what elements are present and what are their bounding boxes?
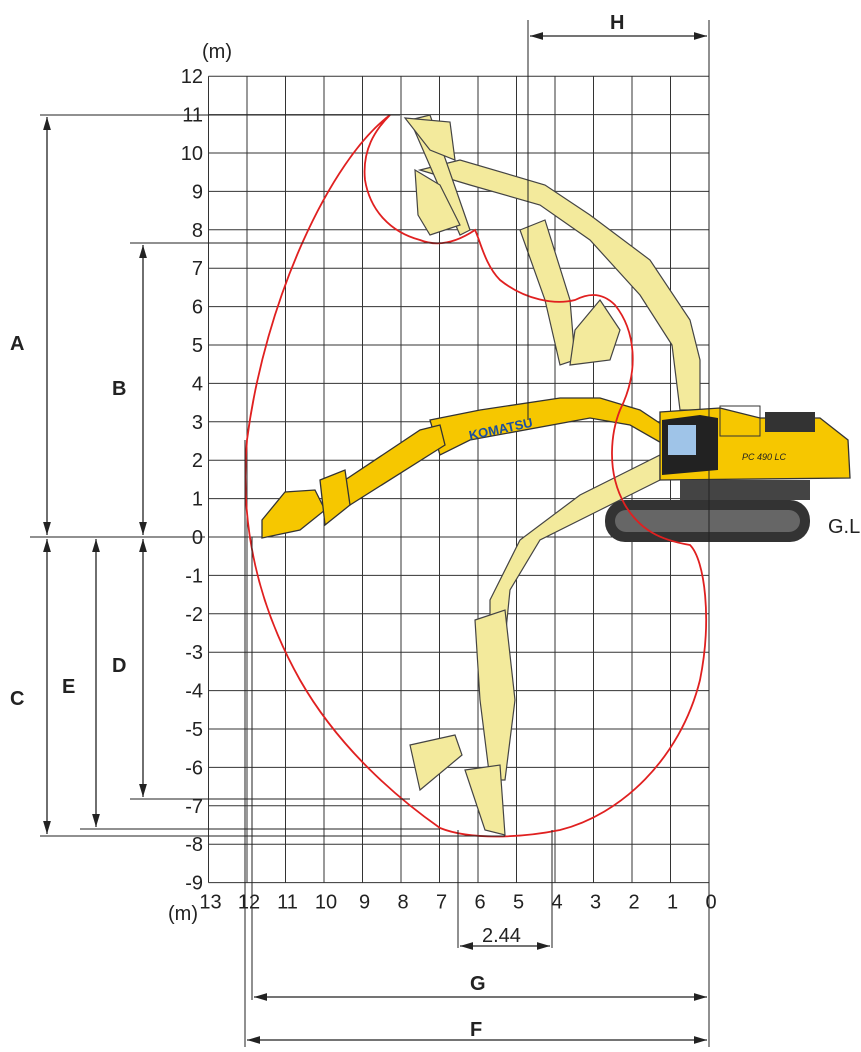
y-tick-label: -5 [185,719,203,741]
y-tick-label: 10 [181,143,203,165]
y-tick-label: 3 [192,412,203,434]
y-tick-label: -8 [185,834,203,856]
x-tick-label: 10 [315,892,337,914]
x-tick-label: 9 [359,892,370,914]
y-tick-label: -4 [185,681,203,703]
y-tick-label: 11 [182,105,203,127]
x-tick-label: 2 [628,892,639,914]
y-tick-label: -1 [185,565,203,587]
dim-label: F [470,1019,482,1041]
unit-label: (m) [168,903,198,925]
x-tick-label: 12 [238,892,260,914]
dim-label: G [470,973,486,995]
track-width-label: 2.44 [482,925,521,947]
y-tick-label: -3 [185,642,203,664]
y-tick-label: -9 [185,873,203,895]
y-tick-label: 1 [192,489,203,511]
ground-line-label: G.L [828,516,860,538]
y-tick-label: 9 [192,181,203,203]
y-tick-label: 0 [192,527,203,549]
dim-label: B [112,378,126,400]
y-tick-label: 7 [192,258,203,280]
x-tick-label: 13 [199,892,221,914]
unit-label: (m) [202,41,232,63]
working-envelope [244,114,707,838]
dimension-lines [30,20,710,1047]
y-tick-label: 5 [192,335,203,357]
model-label: PC 490 LC [742,452,787,462]
x-tick-label: 11 [277,892,298,914]
dim-label: A [10,333,24,355]
x-tick-label: 8 [397,892,408,914]
y-tick-label: -2 [185,604,203,626]
dim-label: E [62,676,75,698]
y-tick-label: -6 [185,757,203,779]
dim-label: D [112,655,126,677]
x-tick-label: 6 [474,892,485,914]
x-tick-label: 4 [551,892,562,914]
y-tick-label: 4 [192,373,203,395]
y-tick-label: 12 [181,66,203,88]
y-tick-label: -7 [185,796,203,818]
x-tick-label: 7 [436,892,447,914]
y-tick-label: 6 [192,297,203,319]
dim-label: H [610,12,624,34]
dim-label: C [10,688,24,710]
y-tick-label: 8 [192,220,203,242]
excavator: KOMATSU PC 490 LC [261,114,851,836]
x-tick-label: 3 [590,892,601,914]
x-tick-label: 5 [513,892,524,914]
y-tick-label: 2 [192,450,203,472]
x-tick-label: 0 [705,892,716,914]
x-tick-label: 1 [667,892,678,914]
